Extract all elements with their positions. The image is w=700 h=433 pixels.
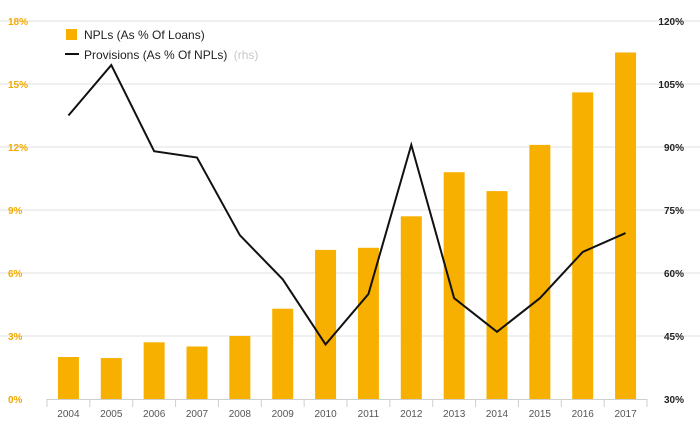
bar-2016	[572, 92, 594, 400]
legend-bar-swatch	[66, 29, 77, 40]
x-tick-label: 2016	[572, 409, 595, 420]
bar-2009	[272, 308, 294, 399]
right-tick-label: 30%	[664, 395, 684, 406]
right-tick-label: 75%	[664, 206, 684, 217]
x-tick-label: 2006	[143, 409, 166, 420]
x-tick-label: 2004	[57, 409, 80, 420]
bar-2007	[186, 346, 208, 399]
left-tick-label: 3%	[8, 332, 23, 343]
x-tick-label: 2017	[614, 409, 637, 420]
bar-2014	[486, 191, 508, 399]
left-tick-label: 12%	[8, 143, 28, 154]
right-tick-label: 45%	[664, 332, 684, 343]
bar-2008	[229, 336, 251, 399]
right-tick-label: 90%	[664, 143, 684, 154]
legend-line-label: Provisions (As % Of NPLs)	[84, 48, 227, 62]
left-tick-label: 9%	[8, 206, 23, 217]
x-tick-label: 2011	[358, 409, 380, 420]
right-tick-label: 105%	[658, 80, 684, 91]
legend-bar-label: NPLs (As % Of Loans)	[84, 28, 205, 42]
line-series	[67, 63, 626, 347]
left-tick-label: 0%	[8, 395, 23, 406]
left-tick-label: 6%	[8, 269, 23, 280]
x-tick-label: 2012	[400, 409, 423, 420]
right-tick-label: 120%	[658, 17, 684, 28]
x-tick-label: 2014	[486, 409, 509, 420]
x-tick-label: 2010	[314, 409, 337, 420]
right-tick-label: 60%	[664, 269, 684, 280]
bar-2012	[400, 216, 422, 399]
svg-text:Provisions (As % Of NPLs): Provisions (As % Of NPLs) (rhs)	[84, 48, 258, 62]
bar-2011	[357, 247, 379, 399]
bar-2017	[615, 52, 637, 399]
legend-line-suffix: (rhs)	[234, 48, 259, 62]
bar-2013	[443, 172, 465, 399]
left-tick-label: 18%	[8, 17, 28, 28]
x-axis: 2004 2005 2006 2007 2008 2009 2010 2011 2012 2013…	[46, 399, 648, 420]
right-axis-labels: 30% 45% 60% 75% 90% 105% 120%	[658, 17, 684, 406]
x-tick-label: 2013	[443, 409, 466, 420]
x-tick-label: 2008	[229, 409, 252, 420]
gridlines	[0, 20, 700, 337]
bar-2004	[57, 357, 79, 399]
bar-2006	[143, 342, 165, 399]
bar-2005	[100, 358, 122, 399]
provisions-line	[67, 63, 626, 347]
x-tick-label: 2009	[272, 409, 295, 420]
bar-series	[57, 52, 637, 400]
bar-2010	[315, 249, 337, 399]
left-tick-label: 15%	[8, 80, 28, 91]
bar-2015	[529, 144, 551, 399]
x-tick-label: 2015	[529, 409, 552, 420]
legend: NPLs (As % Of Loans) Provisions (As % Of…	[65, 28, 258, 62]
left-axis-labels: 0% 3% 6% 9% 12% 15% 18%	[8, 17, 28, 406]
x-tick-label: 2005	[100, 409, 123, 420]
x-tick-label: 2007	[186, 409, 209, 420]
